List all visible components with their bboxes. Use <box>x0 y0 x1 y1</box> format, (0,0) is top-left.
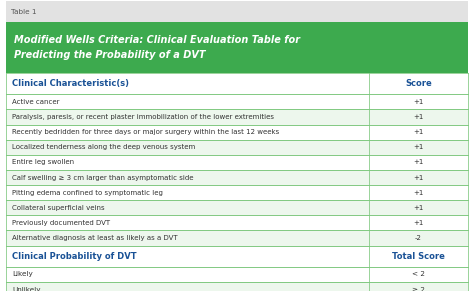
Text: -2: -2 <box>415 235 422 241</box>
Text: +1: +1 <box>413 144 424 150</box>
Text: Modified Wells Criteria: Clinical Evaluation Table for: Modified Wells Criteria: Clinical Evalua… <box>14 35 300 45</box>
Text: Paralysis, paresis, or recent plaster immobilization of the lower extremities: Paralysis, paresis, or recent plaster im… <box>12 114 274 120</box>
Text: Predicting the Probability of a DVT: Predicting the Probability of a DVT <box>14 50 206 60</box>
Text: Localized tenderness along the deep venous system: Localized tenderness along the deep veno… <box>12 144 196 150</box>
Bar <box>369 94 468 109</box>
Text: ≥ 2: ≥ 2 <box>412 287 425 291</box>
Text: Unlikely: Unlikely <box>12 287 41 291</box>
Bar <box>6 1 468 22</box>
Bar <box>6 140 369 155</box>
Text: Entire leg swollen: Entire leg swollen <box>12 159 74 165</box>
Bar <box>369 246 468 267</box>
Bar <box>6 200 369 215</box>
Bar <box>6 282 369 291</box>
Text: < 2: < 2 <box>412 272 425 277</box>
Bar <box>369 267 468 282</box>
Bar <box>6 109 369 125</box>
Text: Total Score: Total Score <box>392 252 445 260</box>
Bar <box>369 230 468 246</box>
Bar <box>369 125 468 140</box>
Text: Active cancer: Active cancer <box>12 99 60 105</box>
Text: Previously documented DVT: Previously documented DVT <box>12 220 110 226</box>
Text: +1: +1 <box>413 114 424 120</box>
Bar <box>369 73 468 94</box>
Text: +1: +1 <box>413 175 424 180</box>
Bar <box>6 246 369 267</box>
Text: +1: +1 <box>413 129 424 135</box>
Text: Clinical Probability of DVT: Clinical Probability of DVT <box>12 252 137 260</box>
Bar <box>369 215 468 230</box>
Text: +1: +1 <box>413 159 424 165</box>
Bar <box>369 170 468 185</box>
Text: Alternative diagnosis at least as likely as a DVT: Alternative diagnosis at least as likely… <box>12 235 178 241</box>
Text: Likely: Likely <box>12 272 33 277</box>
Text: +1: +1 <box>413 99 424 105</box>
Text: Pitting edema confined to symptomatic leg: Pitting edema confined to symptomatic le… <box>12 190 163 196</box>
Text: Clinical Characteristic(s): Clinical Characteristic(s) <box>12 79 129 88</box>
Bar <box>369 200 468 215</box>
Bar <box>369 140 468 155</box>
Bar <box>6 73 369 94</box>
Text: Collateral superficial veins: Collateral superficial veins <box>12 205 105 211</box>
Text: +1: +1 <box>413 190 424 196</box>
Bar <box>369 282 468 291</box>
Text: Calf swelling ≥ 3 cm larger than asymptomatic side: Calf swelling ≥ 3 cm larger than asympto… <box>12 175 194 180</box>
Text: Table 1: Table 1 <box>11 9 37 15</box>
Text: Score: Score <box>405 79 432 88</box>
Bar <box>6 185 369 200</box>
Bar <box>369 109 468 125</box>
Bar <box>6 230 369 246</box>
Bar <box>6 215 369 230</box>
Bar <box>6 170 369 185</box>
Bar <box>369 155 468 170</box>
Text: Recently bedridden for three days or major surgery within the last 12 weeks: Recently bedridden for three days or maj… <box>12 129 280 135</box>
Bar <box>6 94 369 109</box>
Bar <box>6 267 369 282</box>
Bar <box>6 155 369 170</box>
Text: +1: +1 <box>413 205 424 211</box>
Bar <box>6 125 369 140</box>
Bar <box>6 22 468 73</box>
Bar <box>369 185 468 200</box>
Text: +1: +1 <box>413 220 424 226</box>
